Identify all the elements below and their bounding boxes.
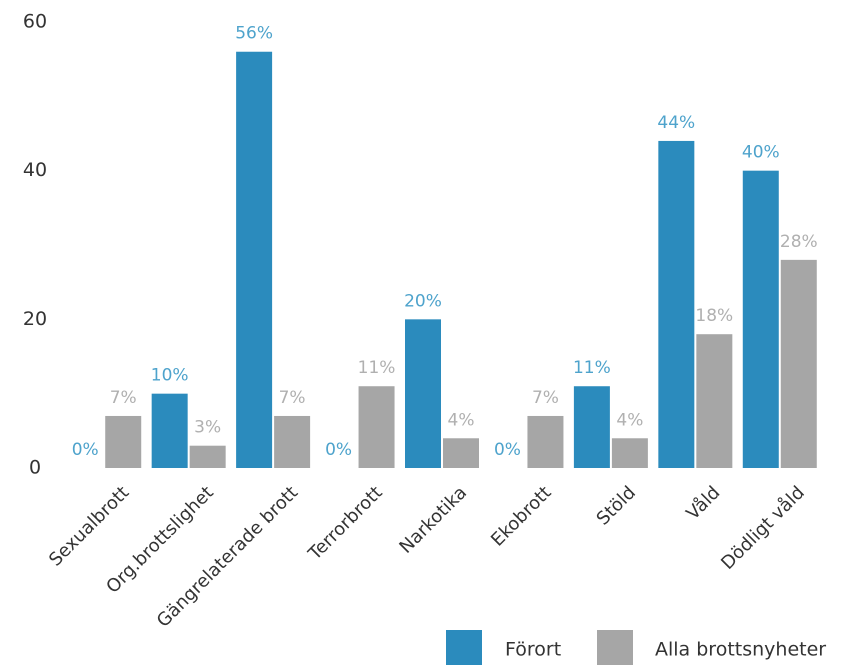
x-tick-label: Ekobrott [487,482,555,550]
value-label: 0% [72,440,99,460]
value-label: 11% [573,358,611,378]
value-label: 20% [404,291,442,311]
bar [780,259,817,468]
bar [405,319,441,468]
bar [358,386,395,468]
bar [527,415,564,468]
bar [611,438,648,468]
x-tick-label: Stöld [593,482,640,529]
x-tick-label: Dödligt våld [717,482,809,574]
value-label: 28% [780,232,818,252]
value-label: 7% [279,388,306,408]
y-tick-label: 40 [23,159,47,181]
bar [274,415,311,468]
legend-swatch [597,630,633,665]
x-tick-label: Sexualbrott [45,482,133,570]
bar [151,393,188,468]
value-label: 0% [325,440,352,460]
x-tick-label: Våld [682,482,724,524]
bar [696,334,733,468]
bar [189,445,226,468]
value-label: 4% [448,410,475,430]
bar [236,51,273,468]
y-tick-label: 20 [23,308,47,330]
bar [742,170,779,468]
legend-swatch [446,630,482,665]
bar [658,140,695,468]
x-tick-label: Narkotika [395,482,471,558]
value-label: 7% [532,388,559,408]
value-label: 7% [110,388,137,408]
bar [105,415,142,468]
x-tick-label: Gängrelaterade brott [153,482,302,631]
value-label: 40% [742,143,780,163]
value-label: 10% [151,366,189,386]
bar [573,386,610,468]
value-label: 56% [235,24,273,44]
value-label: 18% [695,306,733,326]
legend-label: Alla brottsnyheter [655,639,826,661]
value-label: 44% [657,113,695,133]
legend-label: Förort [505,639,561,661]
value-label: 11% [358,358,396,378]
value-label: 4% [616,410,643,430]
value-label: 0% [494,440,521,460]
value-label: 3% [194,418,221,438]
y-tick-label: 60 [23,11,47,33]
bar [443,438,479,468]
y-tick-label: 0 [29,457,41,479]
x-tick-label: Terrorbrott [304,482,387,565]
